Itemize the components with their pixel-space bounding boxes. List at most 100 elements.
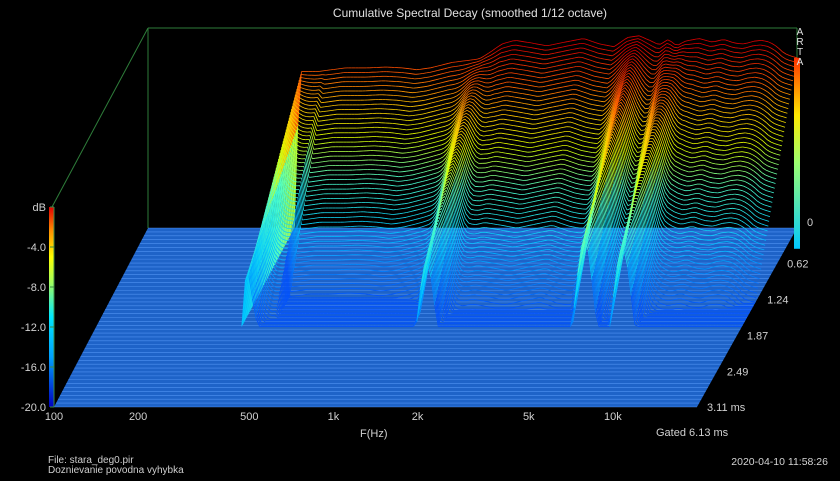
slice-segment (487, 107, 492, 110)
slice-segment (397, 227, 401, 229)
slice-segment (725, 167, 730, 169)
slice-segment (767, 205, 772, 208)
slice-segment (530, 66, 535, 68)
slice-segment (297, 161, 302, 164)
slice-segment (400, 184, 405, 187)
slice-segment (439, 156, 444, 160)
slice-segment (644, 87, 649, 92)
slice (287, 58, 791, 240)
slice-segment (537, 199, 541, 202)
slice-segment (748, 178, 753, 181)
slice-segment (427, 209, 432, 212)
slice-segment (667, 149, 672, 158)
slice-segment (287, 189, 292, 194)
slice-segment (684, 125, 689, 128)
slice-segment (597, 52, 602, 55)
slice-segment (512, 178, 516, 180)
slice-segment (292, 188, 296, 191)
slice-segment (447, 149, 453, 160)
slice-segment (644, 66, 649, 72)
slice-segment (496, 160, 501, 163)
slice-segment (306, 100, 310, 102)
slice-segment (640, 133, 645, 136)
slice-segment (657, 68, 662, 75)
slice-segment (664, 165, 669, 175)
slice-segment (770, 146, 775, 149)
slice-segment (520, 40, 525, 43)
slice-segment (661, 50, 666, 55)
slice-segment (548, 169, 553, 172)
slice-segment (708, 161, 712, 164)
slice-segment (580, 134, 584, 137)
slice-segment (603, 63, 608, 65)
slice-segment (720, 67, 725, 70)
slice-segment (619, 104, 625, 111)
slice-segment (675, 181, 680, 184)
slice-segment (453, 95, 457, 98)
slice-segment (658, 135, 664, 147)
slice-segment (784, 82, 789, 85)
slice-segment (461, 130, 466, 135)
slice-segment (452, 99, 457, 103)
slice-segment (481, 190, 485, 192)
slice-segment (606, 103, 611, 109)
slice-segment (661, 79, 666, 81)
slice-segment (614, 110, 619, 116)
slice-segment (470, 59, 474, 61)
slice-segment (506, 124, 511, 126)
slice-segment (718, 120, 723, 123)
slice-segment (559, 187, 564, 190)
slice-segment (620, 148, 625, 165)
slice-segment (314, 185, 319, 187)
slice-segment (652, 102, 657, 110)
slice-segment (673, 120, 678, 127)
slice-segment (654, 69, 659, 75)
slice-segment (435, 118, 440, 121)
slice-segment (478, 80, 483, 83)
slice-segment (494, 66, 499, 69)
slice-segment (441, 63, 446, 66)
slice-segment (633, 70, 638, 77)
slice-segment (413, 191, 418, 194)
slice-segment (479, 134, 484, 137)
slice-segment (317, 97, 322, 103)
slice-segment (490, 151, 495, 154)
slice-segment (758, 191, 763, 195)
slice-segment (784, 107, 789, 109)
slice-segment (425, 161, 429, 164)
slice-segment (464, 134, 470, 144)
slice-segment (598, 148, 603, 155)
slice-segment (517, 125, 521, 128)
slice-segment (593, 175, 598, 183)
slice-segment (721, 57, 726, 60)
slice-segment (458, 139, 464, 145)
slice-segment (630, 107, 635, 118)
slice-segment (527, 84, 532, 87)
slice-segment (581, 174, 585, 176)
slice-segment (610, 93, 615, 100)
slice-segment (416, 195, 420, 197)
slice-segment (281, 172, 286, 181)
slice-segment (751, 184, 756, 189)
slice-segment (554, 114, 559, 116)
slice-segment (307, 227, 312, 229)
slice-segment (686, 116, 691, 119)
slice-segment (669, 76, 674, 79)
slice-segment (605, 129, 610, 141)
slice-segment (595, 90, 599, 92)
slice-segment (318, 74, 323, 76)
slice-segment (326, 132, 331, 135)
slice-segment (616, 84, 622, 92)
slice-segment (504, 201, 509, 203)
slice-segment (435, 193, 441, 199)
slice-segment (631, 100, 636, 110)
slice-segment (410, 187, 415, 190)
slice-segment (687, 87, 692, 90)
slice-segment (662, 102, 667, 107)
slice-segment (704, 54, 709, 56)
slice-segment (656, 123, 662, 130)
slice-segment (494, 70, 499, 74)
slice-segment (707, 141, 712, 144)
slice-segment (501, 47, 506, 49)
slice-segment (599, 126, 604, 130)
